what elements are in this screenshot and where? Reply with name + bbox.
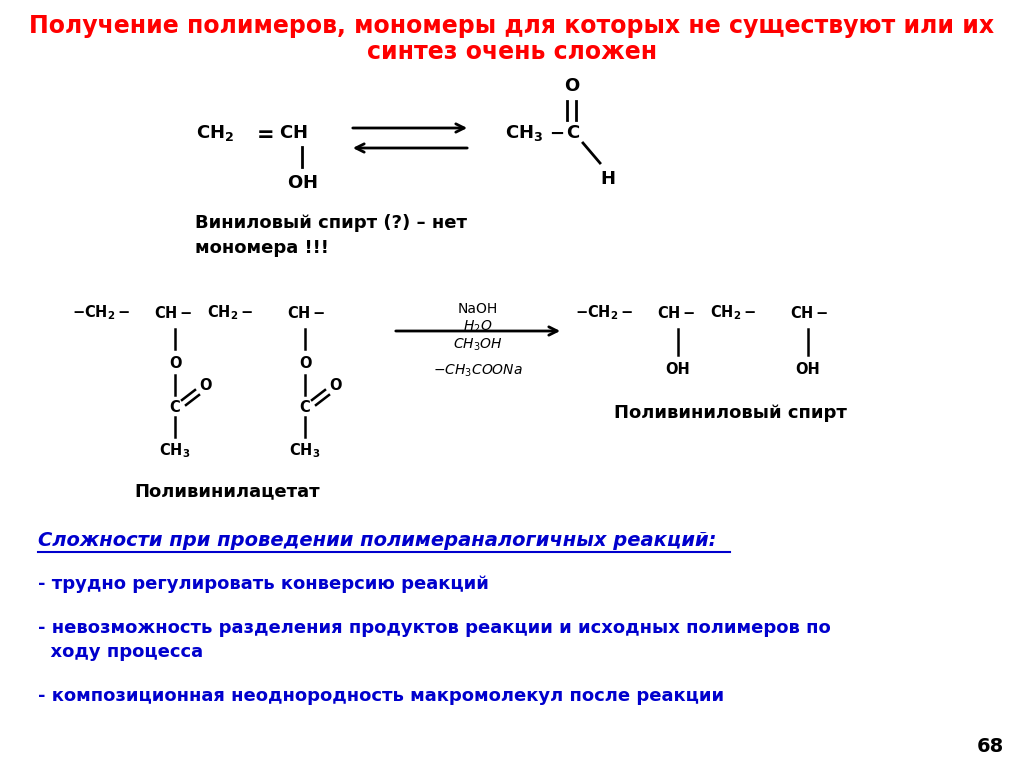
Text: C: C	[300, 399, 310, 415]
Text: - трудно регулировать конверсию реакций: - трудно регулировать конверсию реакций	[38, 575, 488, 593]
Text: $\mathbf{CH-}$: $\mathbf{CH-}$	[790, 305, 828, 321]
Text: O: O	[329, 378, 341, 392]
Text: $\mathbf{CH_3}$: $\mathbf{CH_3}$	[160, 442, 190, 460]
Text: C: C	[170, 399, 180, 415]
Text: $\mathbf{-CH_2-}$: $\mathbf{-CH_2-}$	[72, 303, 130, 323]
Text: - композиционная неоднородность макромолекул после реакции: - композиционная неоднородность макромол…	[38, 687, 724, 705]
Text: Сложности при проведении полимераналогичных реакций:: Сложности при проведении полимераналогич…	[38, 531, 717, 549]
Text: $H_2O$: $H_2O$	[463, 319, 493, 335]
Text: $\mathbf{CH-}$: $\mathbf{CH-}$	[287, 305, 326, 321]
Text: OH: OH	[666, 362, 690, 376]
Text: Получение полимеров, мономеры для которых не существуют или их: Получение полимеров, мономеры для которы…	[30, 14, 994, 38]
Text: OH: OH	[796, 362, 820, 376]
Text: $\mathbf{O}$: $\mathbf{O}$	[564, 77, 581, 95]
Text: 68: 68	[976, 737, 1004, 756]
Text: Поливиниловый спирт: Поливиниловый спирт	[613, 404, 847, 422]
Text: $\mathbf{CH-}$: $\mathbf{CH-}$	[154, 305, 193, 321]
Text: ходу процесса: ходу процесса	[38, 643, 203, 661]
Text: $\mathbf{CH_2-}$: $\mathbf{CH_2-}$	[710, 303, 757, 323]
Text: $CH_3OH$: $CH_3OH$	[454, 337, 503, 353]
Text: $\mathbf{CH_3}$: $\mathbf{CH_3}$	[505, 123, 544, 143]
Text: $\mathbf{=}$: $\mathbf{=}$	[252, 123, 273, 143]
Text: Виниловый спирт (?) – нет: Виниловый спирт (?) – нет	[195, 214, 467, 232]
Text: $\mathbf{CH-}$: $\mathbf{CH-}$	[657, 305, 695, 321]
Text: $\mathbf{H}$: $\mathbf{H}$	[600, 170, 615, 188]
Text: мономера !!!: мономера !!!	[195, 239, 329, 257]
Text: $\mathbf{CH}$: $\mathbf{CH}$	[279, 124, 307, 142]
Text: $- CH_3COONa$: $- CH_3COONa$	[433, 362, 523, 379]
Text: $\mathbf{-}$: $\mathbf{-}$	[550, 124, 564, 142]
Text: - невозможность разделения продуктов реакции и исходных полимеров по: - невозможность разделения продуктов реа…	[38, 619, 830, 637]
Text: O: O	[169, 356, 181, 370]
Text: $\mathbf{OH}$: $\mathbf{OH}$	[287, 174, 317, 192]
Text: $\mathbf{CH_3}$: $\mathbf{CH_3}$	[290, 442, 321, 460]
Text: O: O	[299, 356, 311, 370]
Text: O: O	[199, 378, 211, 392]
Text: $\mathbf{CH_2}$: $\mathbf{CH_2}$	[196, 123, 234, 143]
Text: $\mathbf{CH_2-}$: $\mathbf{CH_2-}$	[207, 303, 253, 323]
Text: $\mathbf{C}$: $\mathbf{C}$	[566, 124, 580, 142]
Text: синтез очень сложен: синтез очень сложен	[367, 40, 657, 64]
Text: $\mathbf{-CH_2-}$: $\mathbf{-CH_2-}$	[575, 303, 634, 323]
Text: NaOH: NaOH	[458, 302, 498, 316]
Text: Поливинилацетат: Поливинилацетат	[134, 482, 319, 500]
